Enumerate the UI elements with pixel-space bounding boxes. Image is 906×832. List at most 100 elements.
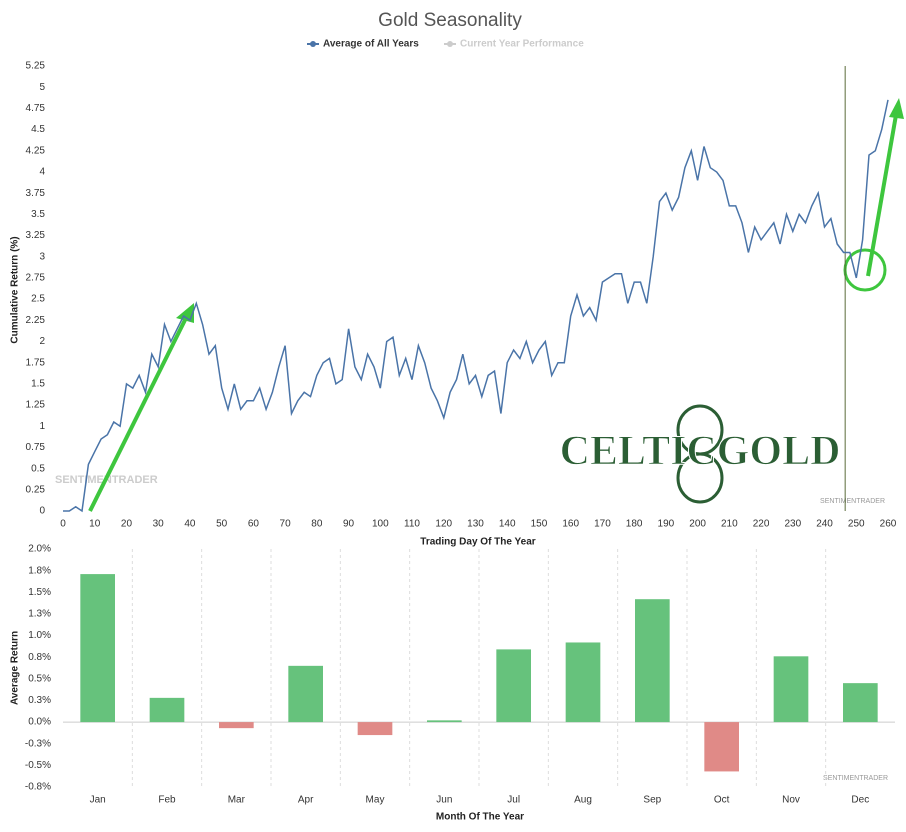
x-tick-label: 230 bbox=[784, 519, 801, 530]
watermark: SENTIMENTRADER bbox=[820, 498, 885, 505]
legend-swatch bbox=[310, 41, 316, 47]
y-tick-label: 1.75 bbox=[26, 357, 46, 368]
y-tick-label: 2.75 bbox=[26, 273, 46, 284]
y-tick-label: 4 bbox=[39, 167, 45, 178]
x-tick-label: Jul bbox=[507, 795, 520, 806]
y-tick-label: 4.25 bbox=[26, 145, 46, 156]
y-tick-label: 0.3% bbox=[28, 695, 51, 706]
y-tick-label: 3 bbox=[39, 251, 45, 262]
y-axis-title: Average Return bbox=[10, 631, 21, 705]
annotations bbox=[88, 98, 904, 512]
x-tick-label: Dec bbox=[851, 795, 869, 806]
x-axis-title: Trading Day Of The Year bbox=[420, 537, 536, 548]
x-tick-label: 10 bbox=[89, 519, 101, 530]
y-tick-label: 1.0% bbox=[28, 630, 51, 641]
logo-text: CELTICGOLD bbox=[560, 429, 841, 475]
x-axis-title: Month Of The Year bbox=[436, 812, 524, 823]
bar bbox=[427, 720, 462, 723]
x-tick-label: 80 bbox=[311, 519, 323, 530]
y-tick-label: 2.25 bbox=[26, 315, 46, 326]
x-tick-label: 50 bbox=[216, 519, 228, 530]
bar bbox=[288, 665, 323, 723]
bar bbox=[149, 697, 185, 723]
watermark: SENTIMENTRADER bbox=[823, 775, 888, 782]
x-tick-label: 20 bbox=[121, 519, 133, 530]
y-axis-title: Cumulative Return (%) bbox=[10, 236, 21, 343]
y-tick-label: 1.5 bbox=[31, 378, 45, 389]
x-tick-label: 180 bbox=[626, 519, 643, 530]
bar bbox=[843, 683, 878, 723]
bar bbox=[496, 649, 531, 723]
x-tick-label: Aug bbox=[574, 795, 592, 806]
bar bbox=[635, 599, 670, 723]
chart-title: Gold Seasonality bbox=[378, 10, 522, 31]
x-tick-label: Sep bbox=[643, 795, 661, 806]
x-tick-label: 170 bbox=[594, 519, 611, 530]
x-tick-label: 140 bbox=[499, 519, 516, 530]
x-tick-label: 120 bbox=[435, 519, 452, 530]
x-tick-label: 60 bbox=[248, 519, 260, 530]
y-tick-label: -0.5% bbox=[25, 760, 51, 771]
x-tick-label: 250 bbox=[848, 519, 865, 530]
x-tick-label: Jun bbox=[436, 795, 452, 806]
x-tick-label: 90 bbox=[343, 519, 355, 530]
bar bbox=[704, 722, 739, 772]
y-tick-label: 3.75 bbox=[26, 188, 46, 199]
x-tick-label: 70 bbox=[280, 519, 292, 530]
y-tick-label: 0.5 bbox=[31, 463, 45, 474]
x-tick-label: Jan bbox=[90, 795, 106, 806]
legend-swatch bbox=[447, 41, 453, 47]
x-tick-label: 40 bbox=[184, 519, 196, 530]
data-line bbox=[63, 99, 889, 513]
x-tick-label: 190 bbox=[658, 519, 675, 530]
y-tick-label: -0.8% bbox=[25, 782, 51, 793]
x-tick-label: Oct bbox=[714, 795, 730, 806]
y-tick-label: 5 bbox=[39, 82, 45, 93]
x-tick-label: Feb bbox=[158, 795, 176, 806]
bar bbox=[565, 642, 601, 723]
x-tick-label: 260 bbox=[880, 519, 897, 530]
y-tick-label: 0.5% bbox=[28, 673, 51, 684]
x-tick-label: 160 bbox=[562, 519, 579, 530]
bar bbox=[80, 574, 115, 723]
x-tick-label: Mar bbox=[228, 795, 246, 806]
y-tick-label: 2.5 bbox=[31, 294, 45, 305]
x-tick-label: 130 bbox=[467, 519, 484, 530]
y-tick-label: 1 bbox=[39, 421, 45, 432]
legend-label[interactable]: Average of All Years bbox=[323, 39, 419, 50]
legend-label[interactable]: Current Year Performance bbox=[460, 39, 584, 50]
y-tick-label: 0.8% bbox=[28, 652, 51, 663]
y-tick-label: 0 bbox=[39, 506, 45, 517]
y-tick-label: 3.25 bbox=[26, 230, 46, 241]
bar bbox=[219, 722, 254, 729]
logo: CELTICGOLD bbox=[559, 404, 841, 504]
y-tick-label: 4.75 bbox=[26, 103, 46, 114]
y-tick-label: 0.0% bbox=[28, 717, 51, 728]
bar bbox=[773, 656, 809, 723]
y-tick-label: 1.8% bbox=[28, 565, 51, 576]
x-tick-label: 220 bbox=[753, 519, 770, 530]
x-tick-label: 100 bbox=[372, 519, 389, 530]
y-tick-label: 0.25 bbox=[26, 484, 46, 495]
x-tick-label: May bbox=[366, 795, 385, 806]
y-tick-label: 1.25 bbox=[26, 400, 46, 411]
x-tick-label: 200 bbox=[689, 519, 706, 530]
y-tick-label: 2.0% bbox=[28, 544, 51, 555]
x-tick-label: 30 bbox=[153, 519, 165, 530]
bar bbox=[357, 722, 393, 736]
y-tick-label: 1.5% bbox=[28, 587, 51, 598]
y-tick-label: 1.3% bbox=[28, 609, 51, 620]
y-tick-label: 5.25 bbox=[26, 61, 46, 72]
y-tick-label: -0.3% bbox=[25, 738, 51, 749]
x-tick-label: 210 bbox=[721, 519, 738, 530]
y-tick-label: 0.75 bbox=[26, 442, 46, 453]
x-tick-label: 0 bbox=[60, 519, 66, 530]
x-tick-label: Apr bbox=[298, 795, 314, 806]
x-tick-label: 150 bbox=[531, 519, 548, 530]
x-tick-label: Nov bbox=[782, 795, 800, 806]
y-tick-label: 4.5 bbox=[31, 124, 45, 135]
y-tick-label: 2 bbox=[39, 336, 45, 347]
y-tick-label: 3.5 bbox=[31, 209, 45, 220]
x-tick-label: 110 bbox=[404, 519, 420, 530]
